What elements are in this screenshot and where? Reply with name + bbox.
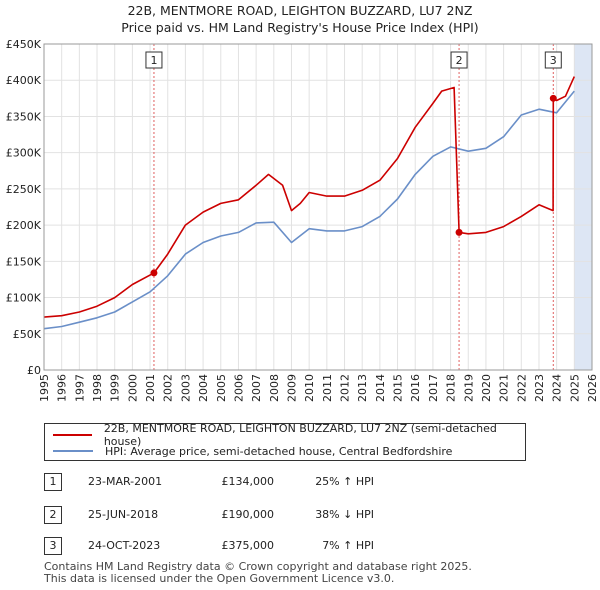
legend-label-property: 22B, MENTMORE ROAD, LEIGHTON BUZZARD, LU…	[103, 422, 497, 448]
x-tick-label: 2001	[144, 374, 157, 402]
transaction-label-box	[145, 51, 163, 69]
x-tick-label: 2003	[179, 374, 192, 402]
y-tick-label: £50K	[13, 328, 42, 341]
y-tick-label: £100K	[6, 292, 42, 305]
x-tick-label: 2004	[197, 374, 210, 402]
x-tick-label: 1996	[56, 374, 69, 402]
x-tick-label: 2008	[268, 374, 281, 402]
x-tick-label: 2025	[568, 374, 581, 402]
x-tick-label: 2018	[445, 374, 458, 402]
sale-number-badge: 3	[44, 537, 62, 555]
sale-date: 24-OCT-2023	[88, 539, 161, 552]
footer: Contains HM Land Registry data © Crown c…	[44, 561, 472, 585]
x-tick-label: 2005	[215, 374, 228, 402]
x-tick-label: 2022	[515, 374, 528, 402]
x-tick-label: 2000	[126, 374, 139, 402]
sale-price: £375,000	[221, 539, 275, 552]
legend-item-property: 22B, MENTMORE ROAD, LEIGHTON BUZZARD, LU…	[53, 422, 525, 448]
x-tick-label: 2017	[427, 374, 440, 402]
sale-date: 25-JUN-2018	[88, 508, 159, 521]
x-tick-label: 1995	[38, 374, 51, 402]
x-tick-label: 2021	[498, 374, 511, 402]
transaction-label: 2	[456, 54, 463, 67]
sale-row: 2 25-JUN-2018 £190,000 38% ↓ HPI	[44, 506, 524, 526]
y-tick-label: £450K	[6, 38, 42, 51]
y-tick-label: £250K	[6, 183, 42, 196]
x-tick-label: 2023	[533, 374, 546, 402]
price-chart: £0 £50K £100K £150K £200K £250K £300K £350K £400…	[6, 38, 599, 402]
x-tick-label: 2010	[303, 374, 316, 402]
future-shade	[574, 44, 592, 370]
x-tick-label: 2009	[285, 374, 298, 402]
chart-title: 22B, MENTMORE ROAD, LEIGHTON BUZZARD, LU…	[0, 2, 600, 36]
x-tick-label: 2020	[480, 374, 493, 402]
legend: 22B, MENTMORE ROAD, LEIGHTON BUZZARD, LU…	[44, 422, 526, 461]
x-tick-label: 2015	[392, 374, 405, 402]
sale-price: £134,000	[221, 475, 275, 488]
transaction-label: 1	[150, 54, 157, 67]
sale-row: 1 23-MAR-2001 £134,000 25% ↑ HPI	[44, 473, 524, 493]
sale-hpi-comparison: 38% ↓ HPI	[315, 508, 374, 521]
sale-price: £190,000	[221, 508, 275, 521]
x-tick-label: 2016	[409, 374, 422, 402]
legend-swatch-hpi	[53, 450, 93, 452]
chart-title-line-2: Price paid vs. HM Land Registry's House …	[121, 20, 479, 35]
sale-hpi-comparison: 25% ↑ HPI	[315, 475, 374, 488]
x-tick-label: 2013	[356, 374, 369, 402]
transaction-label-box	[544, 51, 562, 69]
x-tick-label: 2026	[586, 374, 599, 402]
sale-number-badge: 2	[44, 506, 62, 524]
x-tick-label: 2014	[374, 374, 387, 402]
x-tick-label: 2002	[162, 374, 175, 402]
y-tick-label: £350K	[6, 110, 42, 123]
transaction-point	[455, 228, 463, 236]
x-tick-label: 1997	[73, 374, 86, 402]
property-price-line	[43, 76, 576, 318]
y-tick-label: £0	[27, 364, 41, 377]
sale-date: 23-MAR-2001	[88, 475, 163, 488]
x-tick-label: 2019	[462, 374, 475, 402]
legend-item-hpi: HPI: Average price, semi-detached house,…	[53, 443, 452, 459]
legend-swatch-property	[53, 434, 92, 436]
footer-copyright: Contains HM Land Registry data © Crown c…	[44, 560, 472, 573]
legend-label-hpi: HPI: Average price, semi-detached house,…	[105, 444, 453, 458]
x-tick-label: 2024	[551, 374, 564, 402]
transaction-label: 3	[550, 54, 557, 67]
y-tick-label: £150K	[6, 255, 42, 268]
y-tick-label: £400K	[6, 74, 42, 87]
x-tick-label: 2007	[250, 374, 263, 402]
x-tick-label: 2012	[339, 374, 352, 402]
x-tick-label: 2011	[321, 374, 334, 402]
transaction-point	[549, 94, 557, 102]
x-tick-label: 1998	[91, 374, 104, 402]
transaction-point	[150, 269, 158, 277]
transaction-label-box	[450, 51, 468, 69]
plot-border	[43, 43, 593, 371]
y-tick-label: £200K	[6, 219, 42, 232]
y-tick-label: £300K	[6, 147, 42, 160]
footer-licence: This data is licensed under the Open Gov…	[44, 572, 395, 585]
x-tick-label: 1999	[109, 374, 122, 402]
chart-title-line-1: 22B, MENTMORE ROAD, LEIGHTON BUZZARD, LU…	[127, 3, 473, 18]
plot-area	[44, 44, 592, 370]
sale-row: 3 24-OCT-2023 £375,000 7% ↑ HPI	[44, 537, 524, 557]
sale-hpi-comparison: 7% ↑ HPI	[322, 539, 374, 552]
hpi-line	[43, 90, 575, 330]
sale-number-badge: 1	[44, 473, 62, 491]
x-tick-label: 2006	[232, 374, 245, 402]
